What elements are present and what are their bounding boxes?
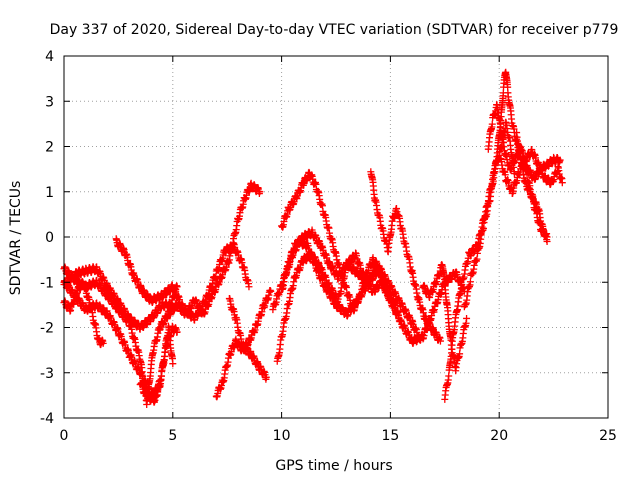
series-track-7: [212, 286, 275, 401]
y-tick-label: 4: [45, 49, 54, 65]
data-point: [456, 350, 464, 358]
chart-title: Day 337 of 2020, Sidereal Day-to-day VTE…: [50, 22, 619, 38]
x-tick-label: 5: [168, 428, 177, 444]
y-axis-label: SDTVAR / TECUs: [8, 181, 24, 296]
axis-ticks: 0 5 10 15 20 25 -4 -3 -2 -1 0 1 2 3 4: [40, 49, 617, 444]
data-point: [256, 188, 264, 196]
data-point: [169, 360, 177, 368]
x-tick-label: 20: [490, 428, 508, 444]
y-tick-label: -1: [40, 275, 54, 291]
y-tick-label: 2: [45, 140, 54, 156]
data-point: [157, 372, 165, 380]
series-track-13: [367, 168, 444, 345]
x-axis-label: GPS time / hours: [275, 458, 392, 474]
y-tick-label: 3: [45, 94, 54, 110]
data-point: [245, 283, 253, 291]
data-point: [466, 278, 474, 286]
data-point: [556, 156, 564, 164]
data-point: [99, 339, 107, 347]
series-track-6: [136, 322, 181, 406]
y-tick-label: -2: [40, 321, 54, 337]
data-point: [488, 120, 496, 128]
x-tick-label: 0: [60, 428, 69, 444]
y-tick-label: -4: [40, 411, 54, 427]
series-track-4: [112, 235, 253, 324]
data-point: [436, 337, 444, 345]
data-point: [173, 328, 181, 336]
data-point: [262, 373, 270, 381]
series-track-3: [60, 263, 181, 333]
x-tick-label: 15: [381, 428, 399, 444]
x-tick-label: 25: [599, 428, 617, 444]
data-points: [60, 68, 566, 409]
y-tick-label: -3: [40, 366, 54, 382]
data-point: [267, 287, 275, 295]
x-tick-label: 10: [273, 428, 291, 444]
data-point: [558, 179, 566, 187]
y-tick-label: 1: [45, 185, 54, 201]
grid-lines: [64, 56, 608, 418]
series-track-19: [513, 129, 551, 246]
data-point: [543, 238, 551, 246]
series-track-8: [225, 295, 270, 383]
y-tick-label: 0: [45, 230, 54, 246]
data-point: [463, 314, 471, 322]
data-point: [445, 372, 453, 380]
